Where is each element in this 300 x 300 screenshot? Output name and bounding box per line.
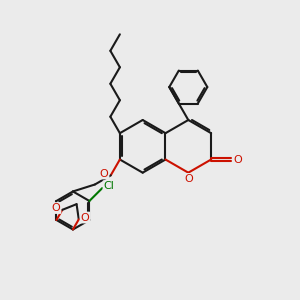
Text: Cl: Cl [103,181,114,191]
Text: O: O [100,169,109,178]
Text: O: O [233,154,242,164]
Text: O: O [81,212,89,223]
Text: O: O [185,174,194,184]
Text: O: O [52,203,61,213]
